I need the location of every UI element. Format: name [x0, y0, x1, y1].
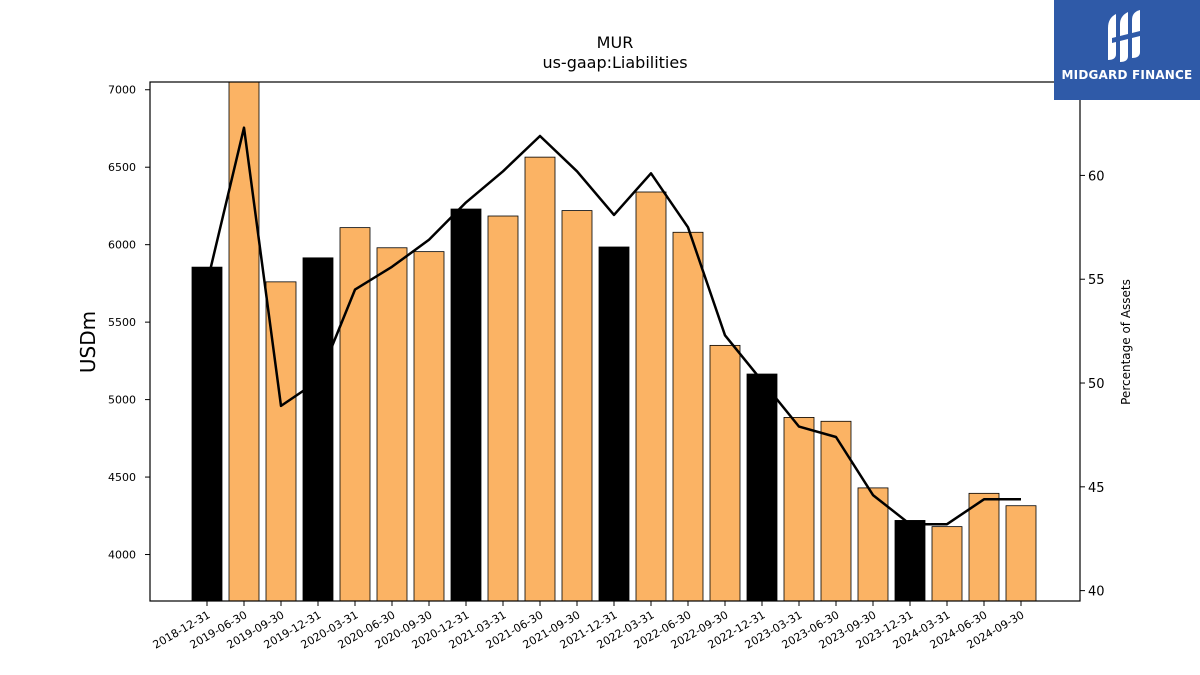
chart-title: MUR	[597, 33, 634, 52]
chart-subtitle: us-gaap:Liabilities	[542, 53, 687, 72]
bar-2020-12-31	[450, 208, 482, 602]
y-tick-label: 6000	[108, 239, 136, 252]
brand-logo: MIDGARD FINANCE	[1054, 0, 1200, 100]
plot-frame	[149, 81, 1081, 602]
bar-2023-06-30	[820, 420, 852, 602]
bar-series	[191, 81, 1037, 602]
bar-2022-06-30	[672, 231, 704, 602]
bar-2022-09-30	[709, 344, 741, 602]
bar-2023-03-31	[783, 417, 815, 602]
bar-2023-12-31	[894, 520, 926, 602]
brand-name: MIDGARD FINANCE	[1061, 68, 1193, 82]
bar-2024-06-30	[968, 492, 1000, 602]
y-tick-label: 6500	[108, 161, 136, 174]
bar-2024-09-30	[1005, 505, 1037, 602]
line-series-layer	[205, 126, 1021, 526]
x-axis: 2018-12-312019-06-302019-09-302019-12-31…	[151, 601, 1027, 652]
bar-2024-03-31	[931, 526, 963, 602]
y2-axis-label: Percentage of Assets	[1119, 279, 1133, 405]
line-percentage-of-assets	[205, 126, 1021, 526]
y-axis: 4000 4500 5000 5500 6000 6500 7000	[108, 84, 150, 562]
y-tick-label: 5000	[108, 394, 136, 407]
bar-2018-12-31	[191, 266, 223, 602]
bar-2021-03-31	[487, 215, 519, 602]
bar-2022-03-31	[635, 191, 667, 602]
bar-2019-12-31	[302, 257, 334, 602]
y-tick-label: 4500	[108, 471, 136, 484]
y2-tick-label: 40	[1088, 585, 1105, 600]
bar-2021-06-30	[524, 156, 556, 602]
y2-axis: 40 45 50 55 60	[1080, 169, 1105, 600]
y2-tick-label: 60	[1088, 169, 1105, 184]
bar-2019-06-30	[228, 81, 260, 602]
bar-2021-12-31	[598, 246, 630, 602]
y-tick-label: 5500	[108, 316, 136, 329]
y-tick-label: 4000	[108, 549, 136, 562]
y-tick-label: 7000	[108, 84, 136, 97]
y-axis-label: USDm	[76, 311, 100, 373]
bar-2022-12-31	[746, 373, 778, 602]
y2-tick-label: 45	[1088, 481, 1105, 496]
bar-2020-09-30	[413, 251, 445, 602]
bar-2023-09-30	[857, 487, 889, 602]
y2-tick-label: 50	[1088, 377, 1105, 392]
bar-2020-06-30	[376, 247, 408, 602]
bar-2021-09-30	[561, 210, 593, 602]
y2-tick-label: 55	[1088, 273, 1105, 288]
midgard-logo-icon	[1108, 10, 1144, 62]
